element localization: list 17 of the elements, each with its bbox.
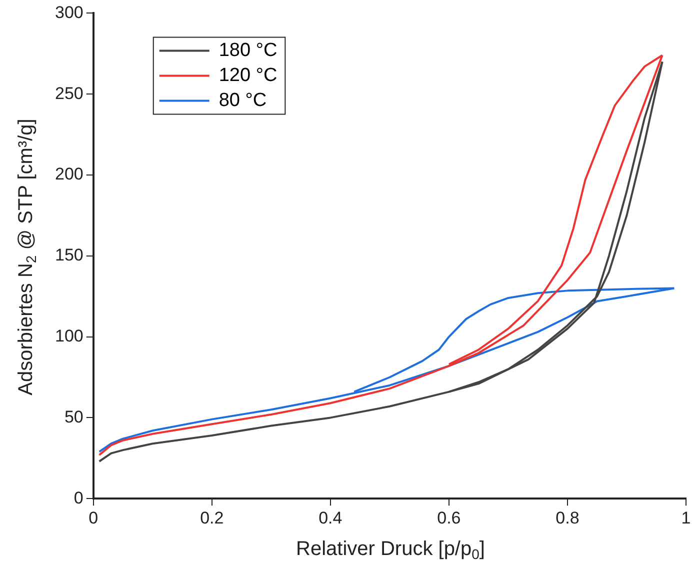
x-tick-label: 0.8 [556,508,580,528]
legend-label: 80 °C [218,90,267,111]
x-tick-label: 0 [88,508,98,528]
y-tick-label: 250 [54,84,84,103]
x-axis-title: Relativer Druck [p/p$_{0}$] [295,538,486,562]
y-tick-label: 150 [54,246,84,265]
y-tick-label: 0 [74,488,84,508]
legend-label: 180 °C [218,40,278,61]
legend-label: 120 °C [218,64,278,86]
y-tick-label: 100 [54,326,84,346]
y-tick-label: 50 [64,407,84,426]
y-tick-label: 300 [54,2,84,22]
x-tick-label: 0.4 [318,508,342,528]
x-tick-label: 1 [681,508,691,528]
y-tick-label: 200 [54,164,84,184]
x-tick-label: 0.2 [200,508,224,528]
x-tick-label: 0.6 [437,508,461,528]
